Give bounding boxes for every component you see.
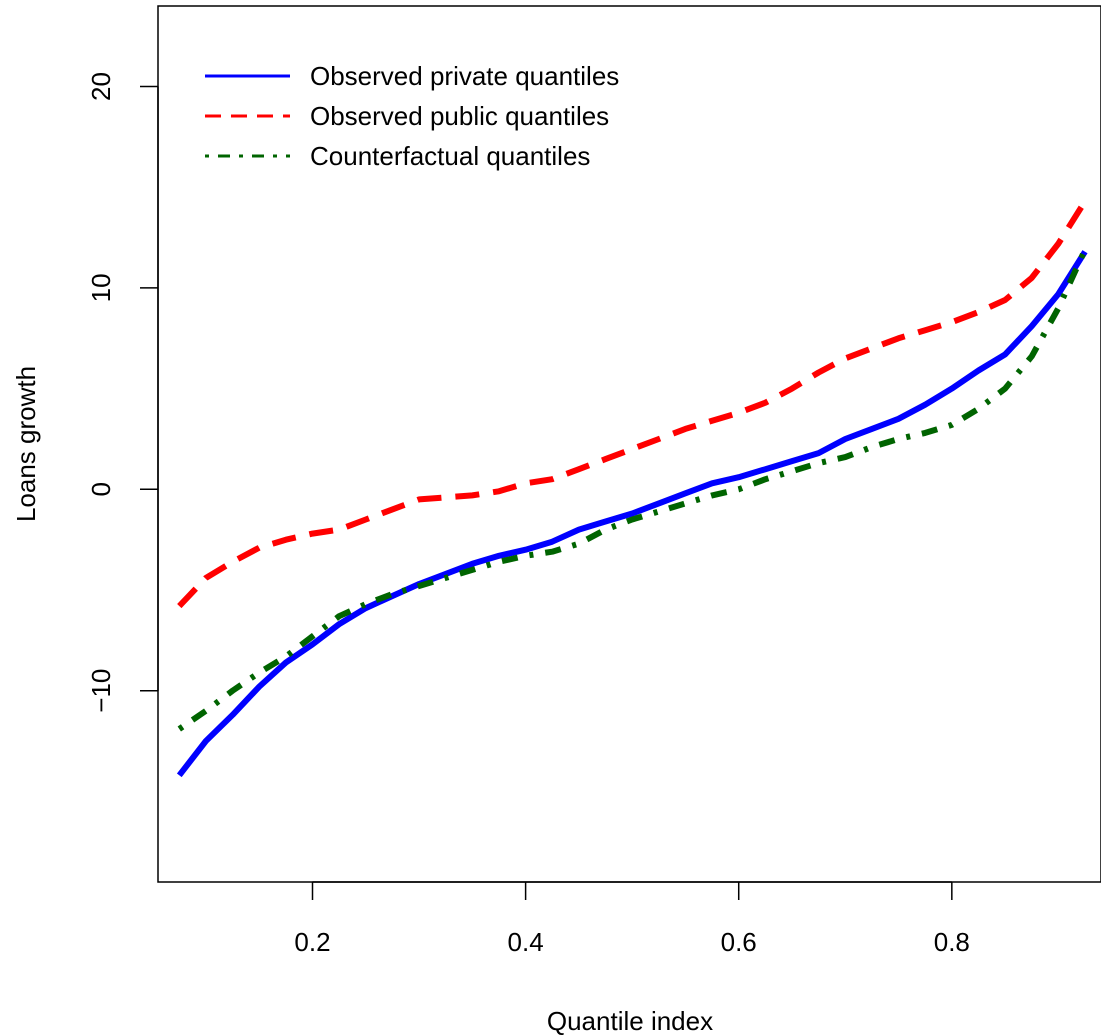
legend-label-1: Observed private quantiles (310, 61, 619, 91)
series-layer (176, 199, 1088, 778)
x-axis-title: Quantile index (547, 1006, 713, 1036)
y-tick-label: 10 (86, 273, 116, 302)
series-line-1 (176, 250, 1088, 778)
x-tick-label: 0.4 (508, 927, 544, 957)
y-tick-label: 20 (86, 72, 116, 101)
x-tick-label: 0.6 (721, 927, 757, 957)
y-tick-label: −10 (86, 669, 116, 713)
legend-label-3: Counterfactual quantiles (310, 141, 590, 171)
y-tick-label: 0 (86, 482, 116, 496)
x-axis: 0.2 0.4 0.6 0.8 (294, 881, 970, 957)
plot-frame (157, 5, 1101, 883)
legend: Observed private quantiles Observed publi… (205, 61, 619, 171)
x-tick-label: 0.8 (934, 927, 970, 957)
y-axis-title: Loans growth (11, 366, 41, 522)
series-line-3 (177, 248, 1088, 732)
y-axis: −10 0 10 20 (86, 72, 159, 713)
x-tick-label: 0.2 (294, 927, 330, 957)
legend-label-2: Observed public quantiles (310, 101, 609, 131)
series-line-2 (177, 199, 1088, 609)
